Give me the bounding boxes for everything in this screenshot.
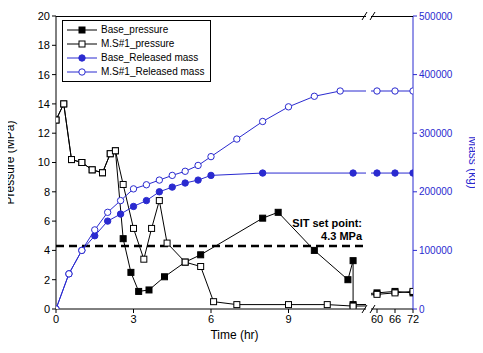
svg-text:12: 12 bbox=[38, 127, 50, 139]
svg-text:9: 9 bbox=[285, 313, 291, 325]
svg-text:100000: 100000 bbox=[419, 245, 453, 256]
html-text:M.S#1_pressure: M.S#1_pressure bbox=[101, 38, 175, 49]
svg-text:3: 3 bbox=[130, 313, 136, 325]
svg-text:Pressure (MPa): Pressure (MPa) bbox=[8, 120, 17, 204]
svg-text:18: 18 bbox=[38, 39, 50, 51]
svg-text:4.3 MPa: 4.3 MPa bbox=[321, 230, 363, 242]
svg-text:200000: 200000 bbox=[419, 186, 453, 197]
svg-text:4: 4 bbox=[44, 244, 50, 256]
svg-text:0: 0 bbox=[53, 313, 59, 325]
svg-text:SIT set point:: SIT set point: bbox=[292, 217, 362, 229]
svg-text:10: 10 bbox=[38, 156, 50, 168]
svg-text:Mass (kg): Mass (kg) bbox=[466, 136, 475, 189]
svg-text:8: 8 bbox=[44, 186, 50, 198]
svg-text:60: 60 bbox=[371, 313, 383, 325]
html-text:Base_pressure: Base_pressure bbox=[101, 24, 169, 35]
svg-text:72: 72 bbox=[407, 313, 419, 325]
svg-text:66: 66 bbox=[389, 313, 401, 325]
svg-text:2: 2 bbox=[44, 274, 50, 286]
svg-text:6: 6 bbox=[208, 313, 214, 325]
svg-text:500000: 500000 bbox=[419, 11, 453, 22]
html-text:Base_Released mass: Base_Released mass bbox=[101, 52, 199, 63]
html-text:Time (hr): Time (hr) bbox=[210, 328, 259, 342]
svg-text:400000: 400000 bbox=[419, 69, 453, 80]
html-text:M.S#1_Released mass: M.S#1_Released mass bbox=[101, 66, 205, 77]
svg-text:300000: 300000 bbox=[419, 128, 453, 139]
svg-text:0: 0 bbox=[44, 303, 50, 315]
svg-text:14: 14 bbox=[38, 98, 50, 110]
svg-text:6: 6 bbox=[44, 215, 50, 227]
svg-text:20: 20 bbox=[38, 10, 50, 22]
svg-text:0: 0 bbox=[419, 304, 425, 315]
svg-text:16: 16 bbox=[38, 69, 50, 81]
